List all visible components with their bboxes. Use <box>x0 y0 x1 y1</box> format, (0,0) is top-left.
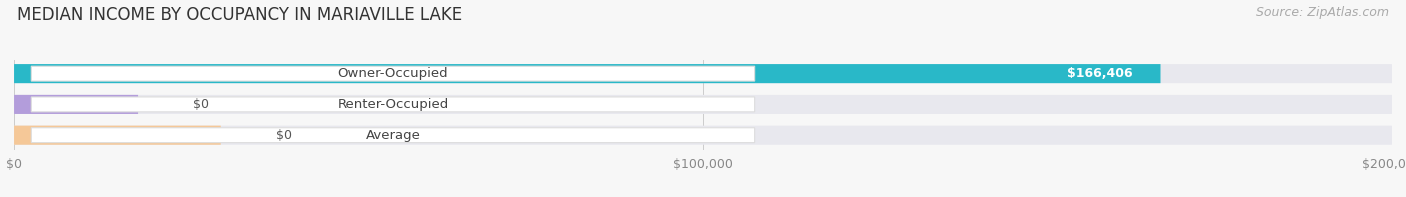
Text: Renter-Occupied: Renter-Occupied <box>337 98 449 111</box>
Text: Average: Average <box>366 129 420 142</box>
FancyBboxPatch shape <box>14 64 1392 83</box>
FancyBboxPatch shape <box>14 95 138 114</box>
Text: Source: ZipAtlas.com: Source: ZipAtlas.com <box>1256 6 1389 19</box>
FancyBboxPatch shape <box>31 97 755 112</box>
FancyBboxPatch shape <box>14 95 1392 114</box>
Text: $0: $0 <box>193 98 209 111</box>
Text: Owner-Occupied: Owner-Occupied <box>337 67 449 80</box>
FancyBboxPatch shape <box>31 128 755 143</box>
FancyBboxPatch shape <box>31 66 755 81</box>
Text: $166,406: $166,406 <box>1067 67 1133 80</box>
Text: MEDIAN INCOME BY OCCUPANCY IN MARIAVILLE LAKE: MEDIAN INCOME BY OCCUPANCY IN MARIAVILLE… <box>17 6 463 24</box>
FancyBboxPatch shape <box>14 126 221 145</box>
FancyBboxPatch shape <box>14 126 1392 145</box>
Text: $0: $0 <box>276 129 292 142</box>
FancyBboxPatch shape <box>14 64 1160 83</box>
